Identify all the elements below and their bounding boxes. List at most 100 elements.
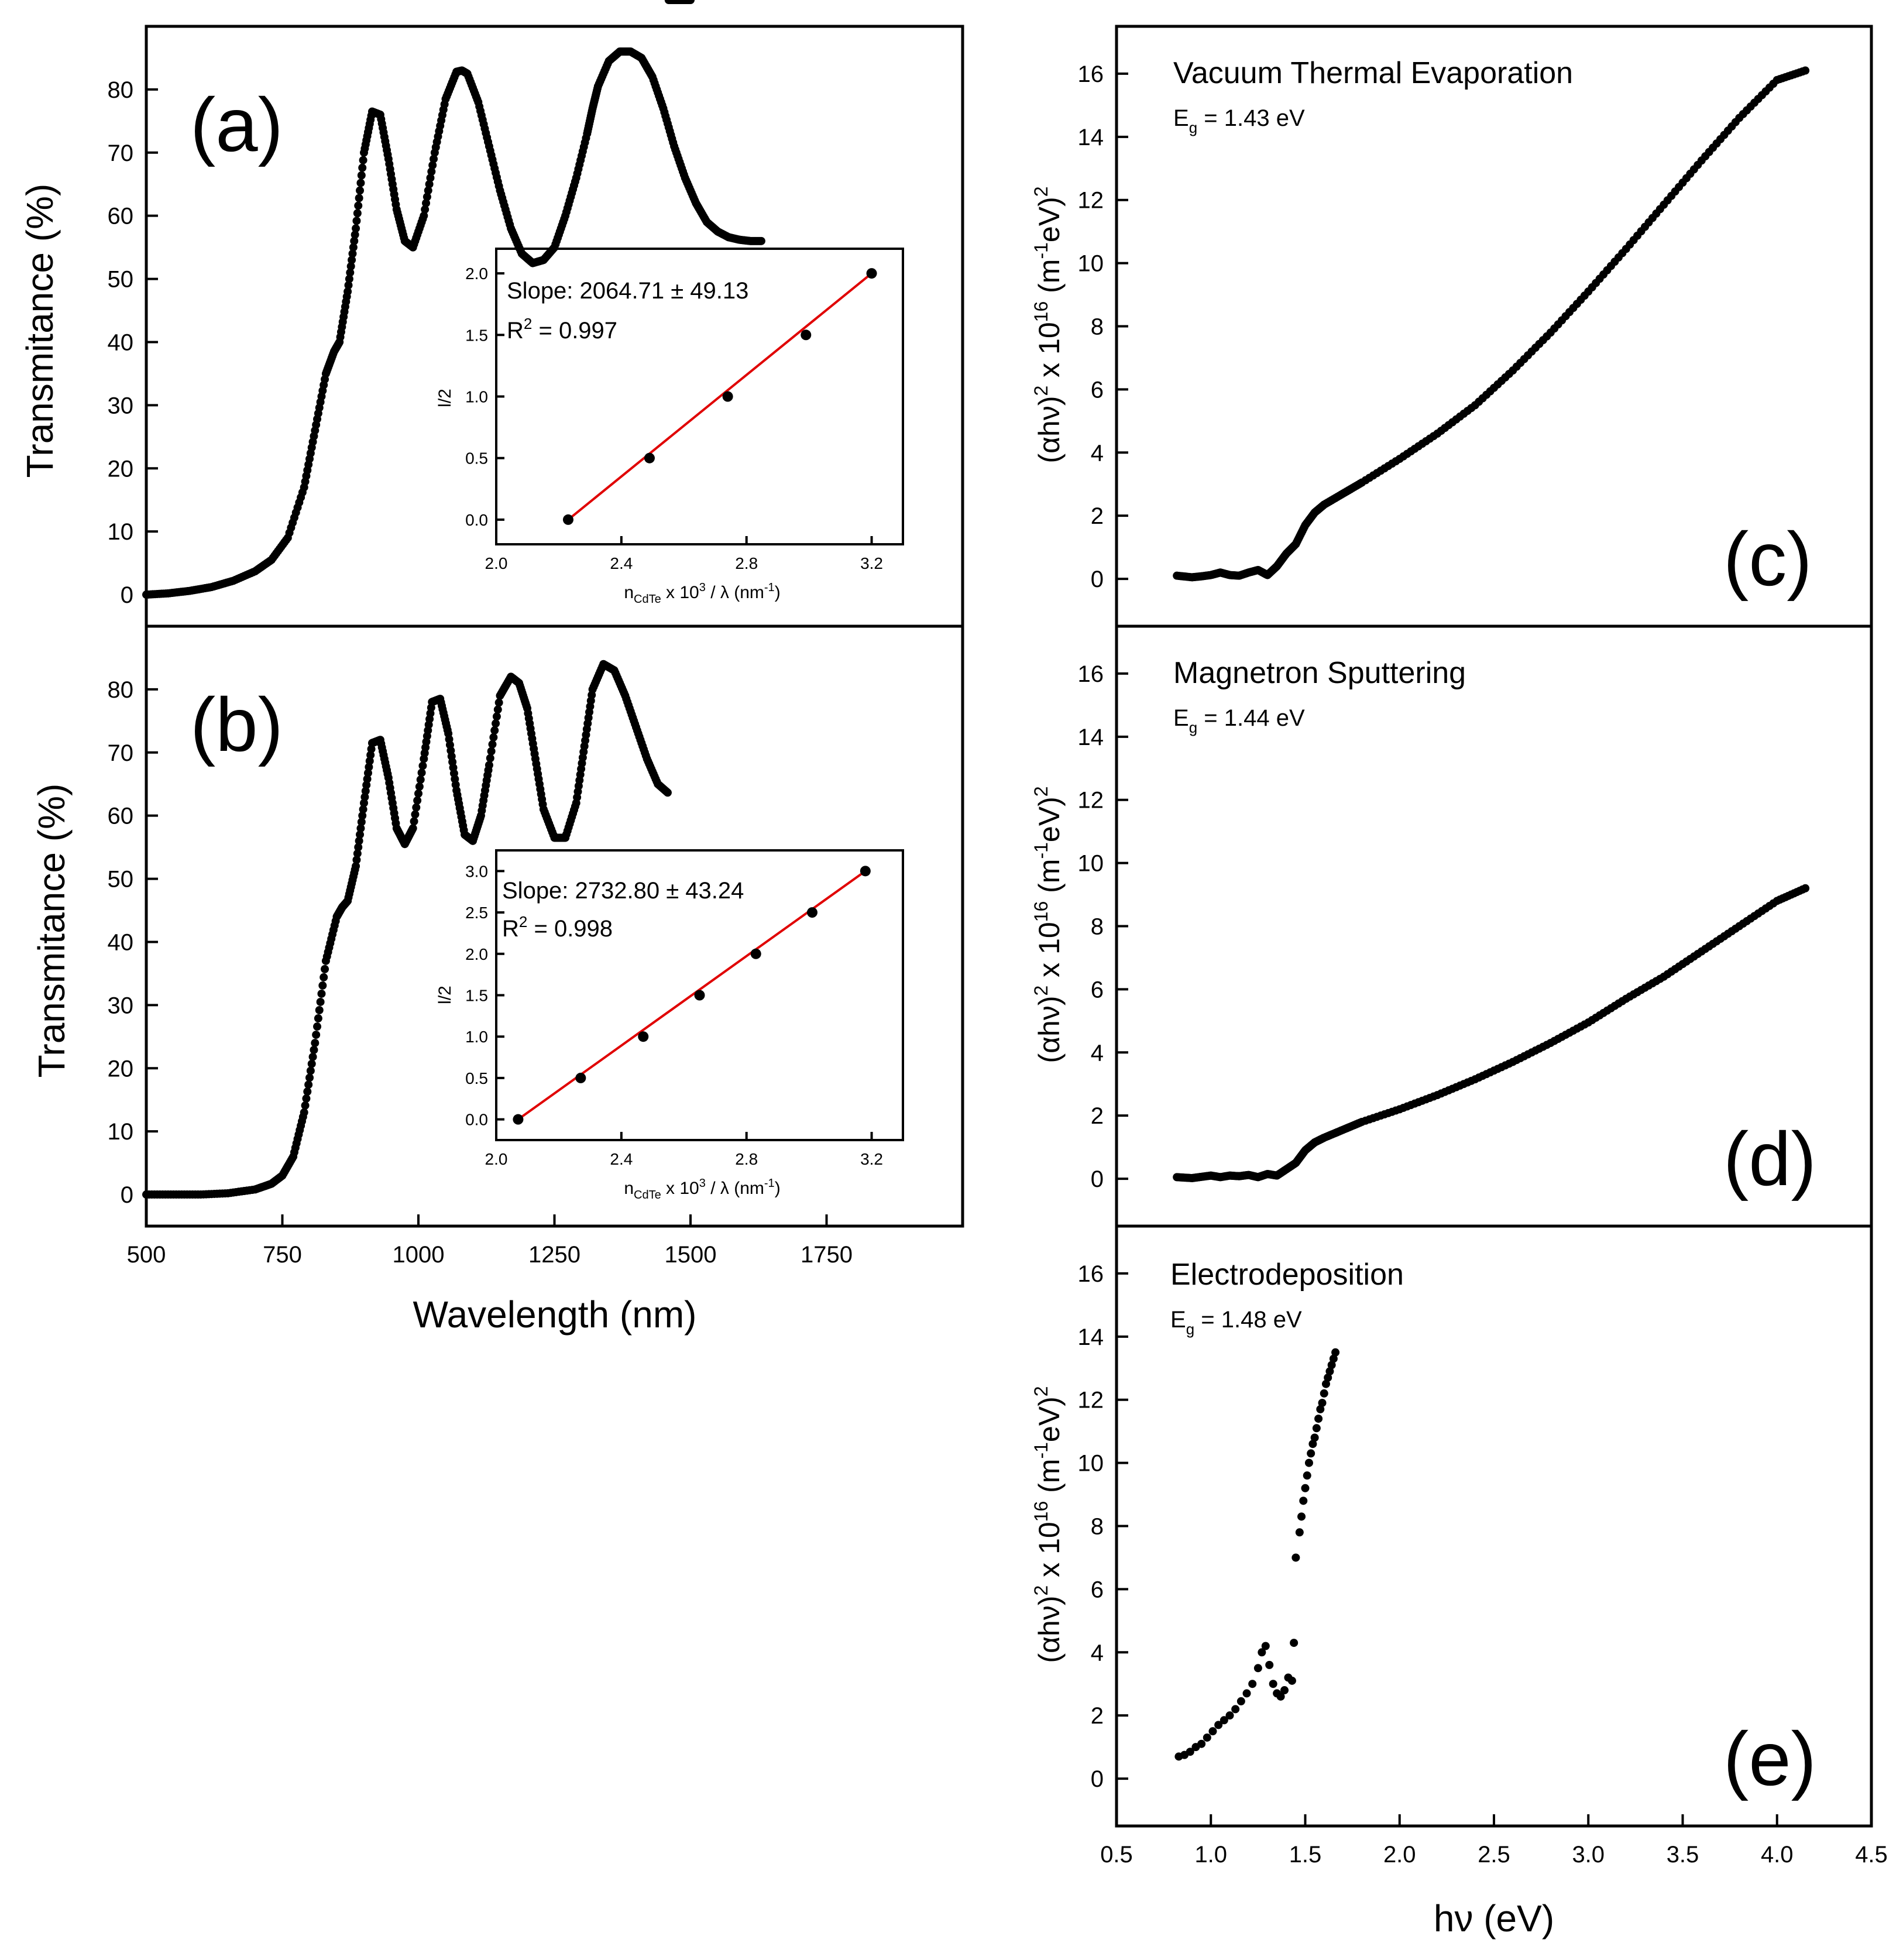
data-point	[363, 775, 372, 784]
x-tick-label: 2.0	[485, 1150, 508, 1168]
y-tick-label: 0	[121, 1182, 133, 1208]
x-tick-label: 3.5	[1667, 1842, 1699, 1868]
y-tick-label: 20	[108, 1056, 134, 1082]
panel-b-inset-y-title: l/2	[435, 986, 455, 1004]
y-tick-label: 50	[108, 267, 134, 293]
panel-e-y-axis-title: (αhν)2 x 1016 (m-1eV)2	[1030, 1386, 1066, 1663]
data-point	[358, 811, 367, 820]
y-tick-label: 80	[108, 677, 134, 703]
y-tick-label: 16	[1078, 61, 1104, 87]
y-tick-label: 1.5	[465, 987, 488, 1005]
data-point	[362, 781, 371, 790]
x-tick-label: 2.8	[735, 554, 758, 572]
y-tick-label: 3.0	[465, 862, 488, 880]
y-tick-label: 14	[1078, 725, 1104, 750]
data-point	[311, 1039, 320, 1048]
data-point	[408, 824, 417, 833]
data-point	[1307, 1449, 1315, 1458]
data-point	[430, 155, 438, 163]
data-point	[313, 1022, 322, 1031]
data-point	[1197, 1739, 1206, 1748]
x-tick-label: 1.0	[1194, 1842, 1227, 1868]
data-point	[352, 224, 360, 233]
x-tick-label: 3.2	[860, 554, 883, 572]
x-tick-label: 3.0	[1572, 1842, 1605, 1868]
data-point	[317, 989, 326, 998]
data-point	[359, 805, 367, 813]
y-tick-label: 10	[1078, 851, 1104, 877]
data-point	[353, 209, 362, 218]
data-point	[424, 186, 432, 195]
panel-c-y-axis-title: (αhν)2 x 1016 (m-1eV)2	[1030, 186, 1066, 463]
data-point	[1214, 1721, 1223, 1729]
panel-e-x-ticks: 0.5 1.0 1.5 2.0 2.5 3.0 3.5 4.0 4.5	[1100, 1814, 1888, 1868]
data-point	[1236, 1697, 1245, 1705]
data-point	[1327, 1361, 1336, 1369]
data-point	[488, 740, 497, 749]
panel-b-y-ticks: 0 10 20 30 40 50 60 70 80	[108, 677, 158, 1208]
x-tick-label: 1500	[665, 1242, 717, 1268]
y-tick-label: 4	[1091, 1040, 1104, 1066]
data-point	[415, 782, 424, 791]
x-tick-label: 4.0	[1761, 1842, 1794, 1868]
data-point	[1321, 1379, 1330, 1388]
panel-b-x-axis-title: Wavelength (nm)	[413, 1293, 697, 1336]
panel-c: 0 2 4 6 8 10 12 14 16 Vacuum Thermal Evaporation…	[1030, 25, 1873, 628]
x-tick-label: 1.5	[1289, 1842, 1322, 1868]
data-point	[427, 167, 436, 176]
data-point	[320, 973, 328, 981]
panel-b-inset-x-title: nCdTe x 103 / λ (nm-1)	[624, 1177, 780, 1202]
y-tick-label: 14	[1078, 1324, 1104, 1350]
data-point	[346, 268, 355, 277]
data-point	[355, 836, 363, 845]
y-tick-label: 2	[1091, 1103, 1104, 1129]
y-tick-label: 0.0	[465, 511, 488, 529]
y-tick-label: 0	[1091, 1766, 1104, 1792]
panel-e: 0 2 4 6 8 10 12 14 16 0.5 1.0 1.5 2.0 2.5 3.0 3.5 4.0 4.…	[1030, 1224, 1888, 1940]
data-point	[300, 1108, 308, 1117]
data-point	[314, 1014, 322, 1023]
y-tick-label: 0	[1091, 1166, 1104, 1192]
panel-d: 0 2 4 6 8 10 12 14 16 Magnetron Sputtering Eg = …	[1030, 624, 1873, 1228]
y-tick-label: 40	[108, 329, 134, 355]
data-point	[757, 236, 765, 245]
data-point	[310, 1045, 318, 1054]
data-point	[420, 211, 428, 220]
y-tick-label: 8	[1091, 914, 1104, 940]
y-tick-label: 40	[108, 929, 134, 955]
panel-b-x-ticks: 500 750 1000 1250 1500 1750	[127, 1214, 853, 1268]
data-point	[489, 733, 498, 742]
panel-a-inset-x-ticks: 2.0 2.4 2.8 3.2	[485, 536, 883, 572]
data-point	[486, 754, 494, 763]
data-point	[1225, 1711, 1234, 1720]
data-point	[490, 726, 499, 735]
data-point	[694, 990, 705, 1001]
data-point	[1265, 1660, 1274, 1669]
y-tick-label: 10	[1078, 1451, 1104, 1477]
data-point	[304, 1080, 313, 1089]
data-point	[1325, 1367, 1334, 1376]
y-tick-label: 1.0	[465, 1028, 488, 1046]
y-tick-label: 8	[1091, 314, 1104, 340]
data-point	[1290, 1639, 1299, 1647]
data-point	[1301, 1484, 1310, 1492]
y-tick-label: 0.5	[465, 449, 488, 468]
y-tick-label: 6	[1091, 377, 1104, 403]
panel-c-label: (c)	[1723, 516, 1812, 602]
data-point	[306, 1066, 315, 1075]
data-point	[416, 775, 425, 784]
y-tick-label: 2.5	[465, 904, 488, 922]
data-point	[359, 156, 367, 164]
data-point	[1242, 1689, 1251, 1698]
panel-b-inset-r2: R2 = 0.998	[502, 913, 613, 942]
data-point	[1203, 1733, 1211, 1742]
data-point	[1329, 1354, 1338, 1363]
data-point	[1308, 1440, 1317, 1448]
panel-b-y-axis-title: Transmitance (%)	[30, 784, 73, 1078]
y-tick-label: 6	[1091, 977, 1104, 1003]
y-tick-label: 10	[1078, 251, 1104, 277]
y-tick-label: 1.0	[465, 388, 488, 406]
data-point	[492, 719, 500, 728]
data-point	[365, 763, 373, 771]
data-point	[1291, 1553, 1300, 1562]
